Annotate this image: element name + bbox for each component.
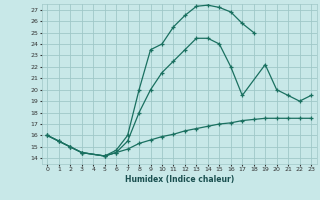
X-axis label: Humidex (Indice chaleur): Humidex (Indice chaleur) [124,175,234,184]
